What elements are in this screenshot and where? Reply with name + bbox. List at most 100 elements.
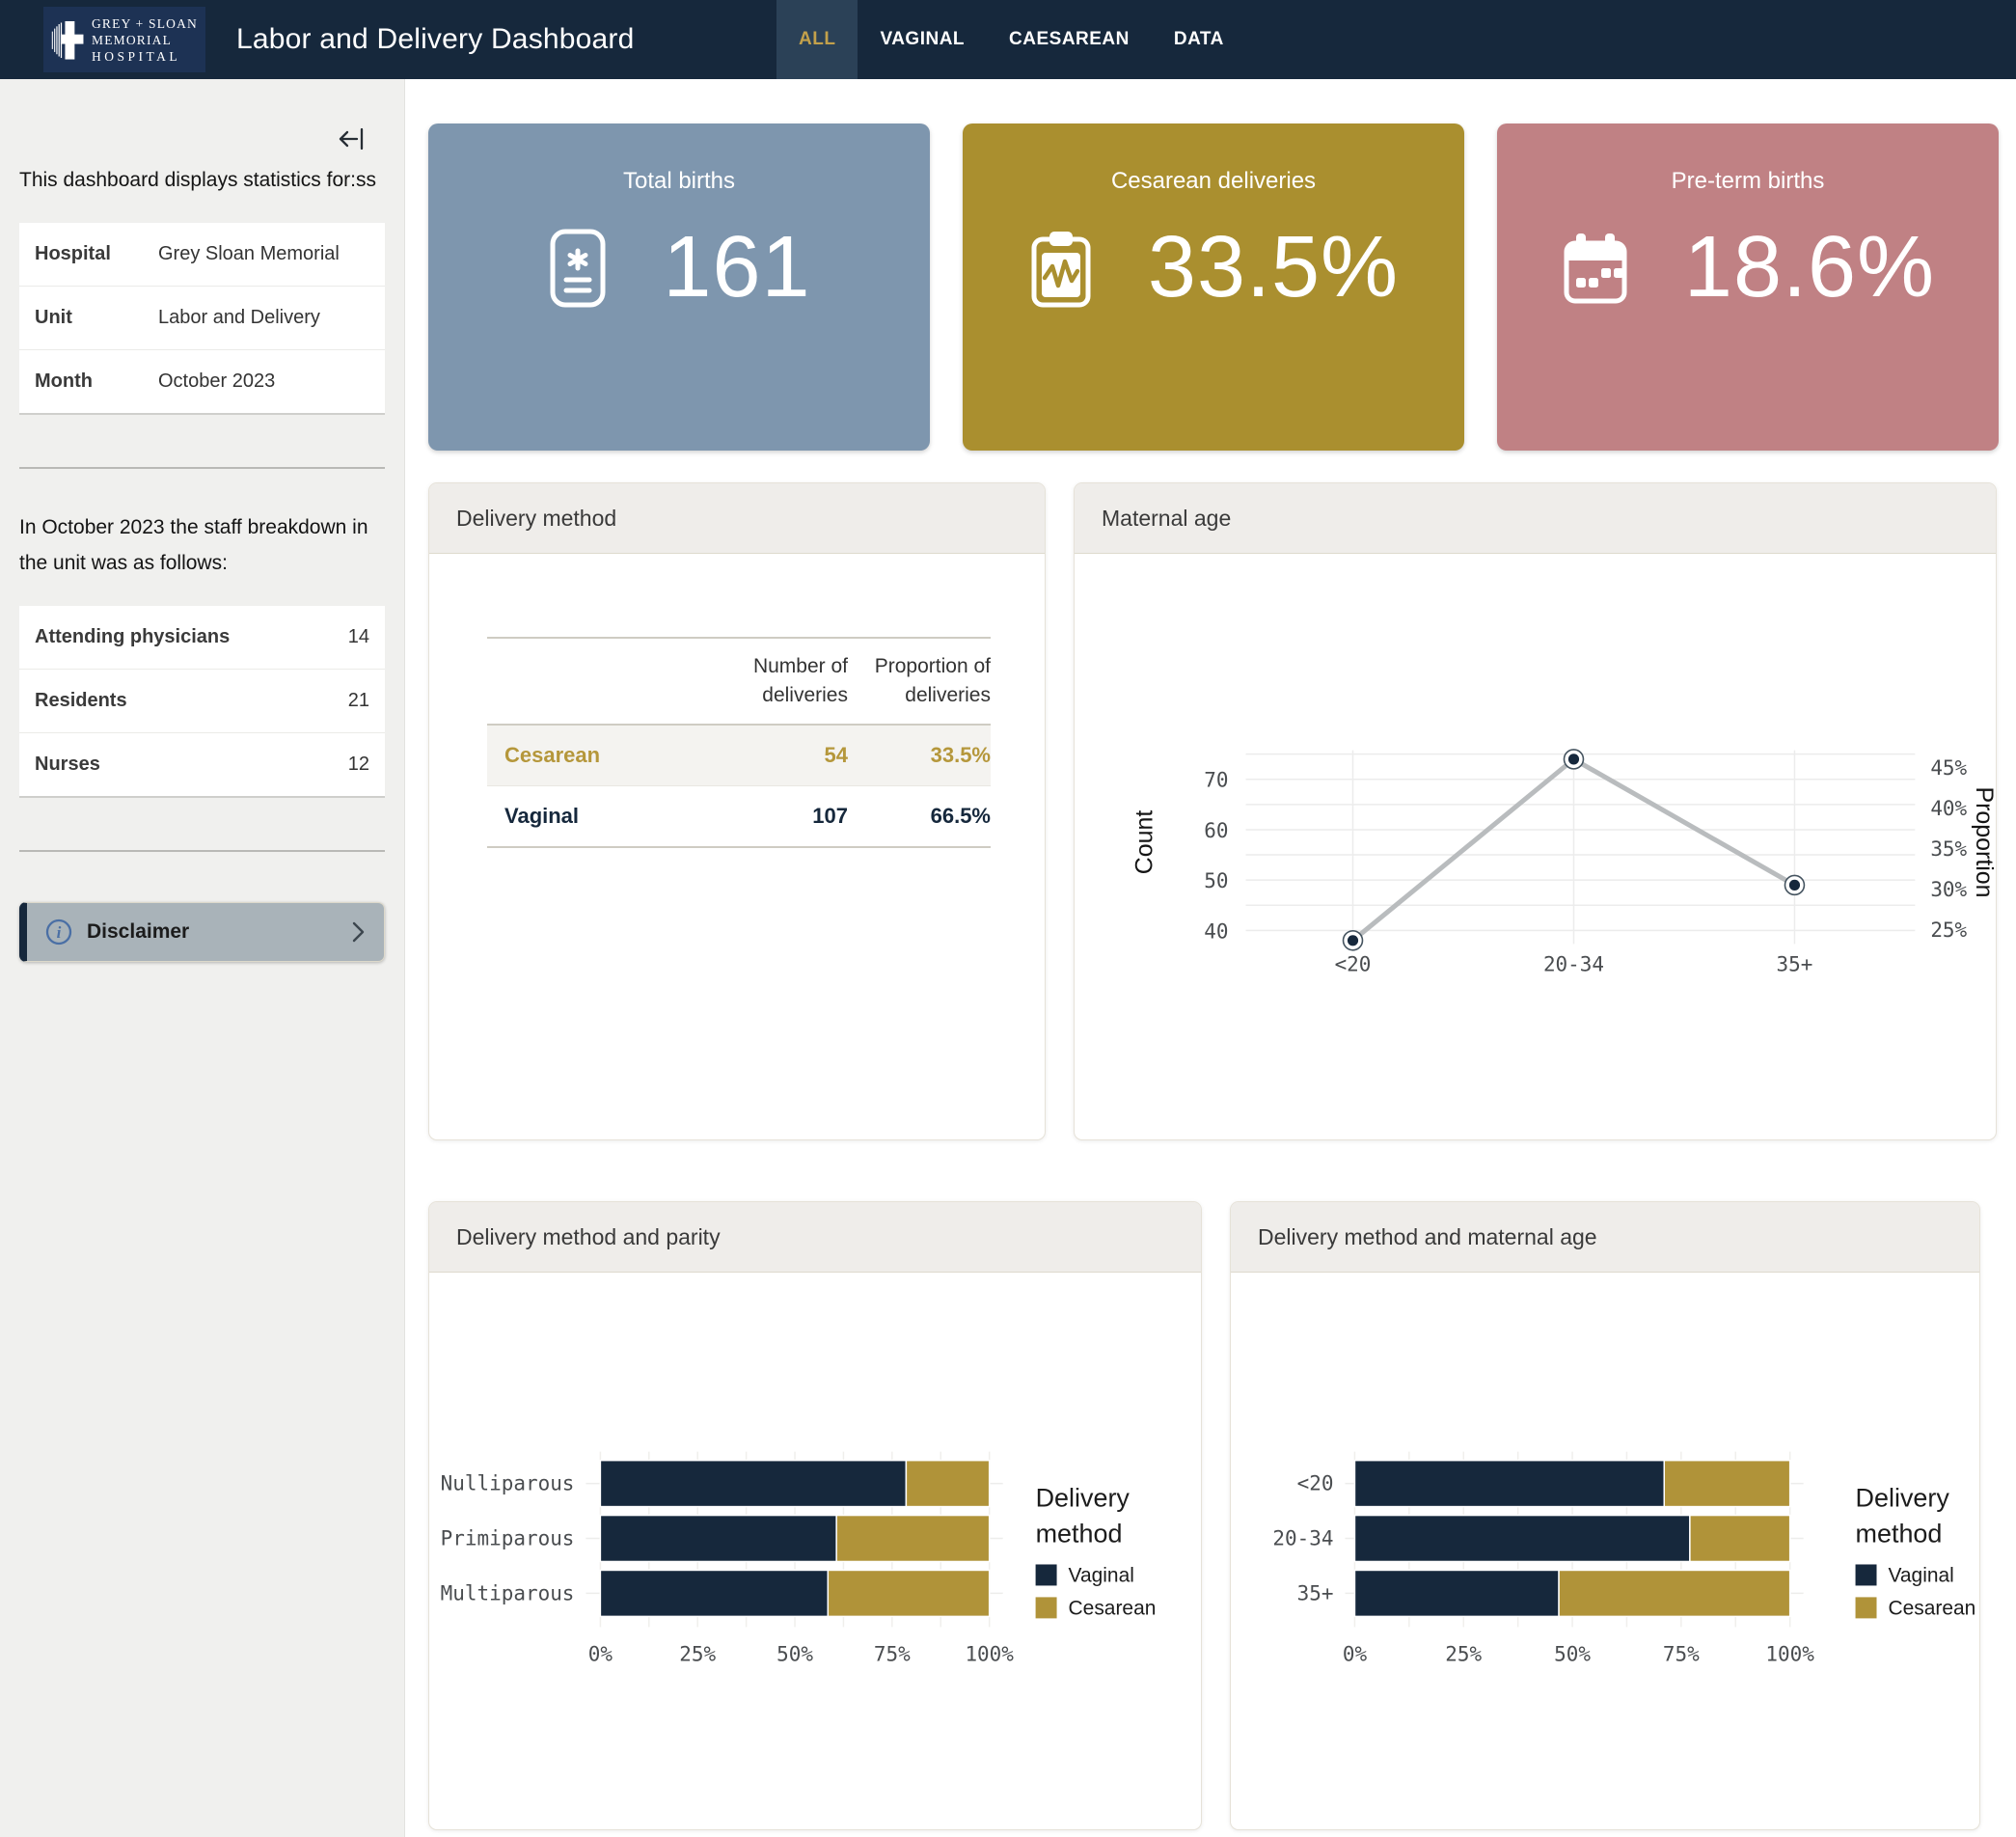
app-header: GREY + SLOAN MEMORIAL HOSPITAL Labor and… xyxy=(0,0,2016,79)
svg-text:70: 70 xyxy=(1204,769,1228,792)
info-icon: i xyxy=(44,918,73,946)
svg-text:50%: 50% xyxy=(1554,1642,1591,1665)
dashboard-app: GREY + SLOAN MEMORIAL HOSPITAL Labor and… xyxy=(0,0,2016,1837)
staff-table: Attending physicians 14 Residents 21 Nur… xyxy=(19,606,385,798)
svg-text:Vaginal: Vaginal xyxy=(1069,1564,1134,1586)
svg-text:0%: 0% xyxy=(588,1642,613,1665)
svg-text:0%: 0% xyxy=(1343,1642,1368,1665)
table-row-cesarean: Cesarean 54 33.5% xyxy=(487,726,991,785)
svg-text:60: 60 xyxy=(1204,819,1228,842)
svg-text:25%: 25% xyxy=(679,1642,716,1665)
svg-text:50: 50 xyxy=(1204,869,1228,892)
kpi-title: Pre-term births xyxy=(1497,168,1999,195)
sidebar-intro-text: This dashboard displays statistics for:s… xyxy=(19,162,385,198)
col-proportion-of-deliveries: Proportion of deliveries xyxy=(848,652,991,710)
row-label: Vaginal xyxy=(487,804,682,829)
panel-title: Delivery method and maternal age xyxy=(1231,1202,1979,1273)
tab-caesarean[interactable]: CAESAREAN xyxy=(987,0,1152,79)
sidebar-divider xyxy=(19,850,385,852)
delivery-method-table: Number of deliveries Proportion of deliv… xyxy=(487,637,991,848)
delivery-method-parity-panel: Delivery method and parity Nulliparous Pr… xyxy=(428,1201,1202,1830)
svg-text:25%: 25% xyxy=(1930,918,1967,942)
hospital-info-table: Hospital Grey Sloan Memorial Unit Labor … xyxy=(19,223,385,415)
disclaimer-button[interactable]: i Disclaimer xyxy=(19,902,385,962)
table-row: Hospital Grey Sloan Memorial xyxy=(19,223,385,286)
disclaimer-label: Disclaimer xyxy=(87,920,336,944)
staff-label: Residents xyxy=(35,690,127,712)
tab-all[interactable]: ALL xyxy=(776,0,858,79)
svg-text:Nulliparous: Nulliparous xyxy=(441,1472,575,1495)
svg-text:45%: 45% xyxy=(1930,756,1967,780)
svg-text:Delivery: Delivery xyxy=(1036,1484,1131,1513)
table-row: Nurses 12 xyxy=(19,732,385,796)
kpi-value: 33.5% xyxy=(1148,218,1399,317)
table-header-row: Number of deliveries Proportion of deliv… xyxy=(487,637,991,726)
main-nav: ALL VAGINAL CAESAREAN DATA xyxy=(776,0,1246,79)
panel-title: Delivery method and parity xyxy=(429,1202,1201,1273)
svg-text:75%: 75% xyxy=(1663,1642,1700,1665)
svg-text:i: i xyxy=(57,923,62,942)
col-number-of-deliveries: Number of deliveries xyxy=(682,652,848,710)
kpi-value: 161 xyxy=(663,218,810,317)
sidebar: This dashboard displays statistics for:s… xyxy=(0,79,405,1837)
logo-line3: HOSPITAL xyxy=(92,48,198,65)
calendar-icon xyxy=(1561,228,1630,309)
svg-text:<20: <20 xyxy=(1297,1472,1334,1495)
svg-text:Primiparous: Primiparous xyxy=(441,1527,575,1550)
info-label: Hospital xyxy=(35,243,158,265)
birth-record-icon xyxy=(547,228,609,309)
row-prop: 33.5% xyxy=(848,743,991,768)
svg-text:<20: <20 xyxy=(1335,952,1372,975)
delivery-method-panel: Delivery method Number of deliveries Pro… xyxy=(428,482,1046,1140)
row-prop: 66.5% xyxy=(848,804,991,829)
staff-intro-text: In October 2023 the staff breakdown in t… xyxy=(19,509,385,581)
panel-title: Maternal age xyxy=(1075,483,1996,554)
tab-data[interactable]: DATA xyxy=(1152,0,1246,79)
svg-text:100%: 100% xyxy=(1765,1642,1814,1665)
kpi-row: Total births 161 Cesarean deliveries xyxy=(428,123,1999,451)
chevron-right-icon xyxy=(349,919,367,945)
logo-line2: MEMORIAL xyxy=(92,32,198,48)
maternal-age-panel: Maternal age 4050607025%30%35%40%45%<202… xyxy=(1074,482,1997,1140)
tab-vaginal[interactable]: VAGINAL xyxy=(858,0,987,79)
info-label: Month xyxy=(35,370,158,393)
svg-text:20-34: 20-34 xyxy=(1272,1527,1333,1550)
svg-text:50%: 50% xyxy=(776,1642,813,1665)
staff-label: Nurses xyxy=(35,754,100,776)
sidebar-divider xyxy=(19,467,385,469)
svg-text:Count: Count xyxy=(1131,810,1158,875)
kpi-preterm-births: Pre-term births 18.6% xyxy=(1497,123,1999,451)
logo-text: GREY + SLOAN MEMORIAL HOSPITAL xyxy=(92,15,198,65)
logo-cross-icon xyxy=(51,14,85,66)
age-stacked-bar-chart: <2020-3435+0%25%50%75%100%Deliverymethod… xyxy=(1231,1273,1979,1829)
maternal-age-line-chart: 4050607025%30%35%40%45%<2020-3435+CountP… xyxy=(1075,554,1996,1139)
info-value: Grey Sloan Memorial xyxy=(158,243,340,265)
info-value: Labor and Delivery xyxy=(158,307,320,329)
svg-text:Delivery: Delivery xyxy=(1856,1484,1950,1513)
delivery-method-age-panel: Delivery method and maternal age <20 20-3… xyxy=(1230,1201,1980,1830)
svg-text:method: method xyxy=(1856,1520,1943,1549)
svg-text:Vaginal: Vaginal xyxy=(1888,1564,1953,1586)
row-label: Cesarean xyxy=(487,743,682,768)
row-count: 54 xyxy=(682,743,848,768)
staff-value: 14 xyxy=(348,626,369,648)
svg-text:Multiparous: Multiparous xyxy=(441,1581,575,1604)
svg-text:100%: 100% xyxy=(965,1642,1014,1665)
svg-text:75%: 75% xyxy=(874,1642,911,1665)
hospital-logo: GREY + SLOAN MEMORIAL HOSPITAL xyxy=(43,7,205,72)
table-row: Residents 21 xyxy=(19,669,385,732)
kpi-value: 18.6% xyxy=(1684,218,1935,317)
svg-text:Cesarean: Cesarean xyxy=(1069,1597,1157,1619)
svg-text:Cesarean: Cesarean xyxy=(1888,1597,1975,1619)
clipboard-pulse-icon xyxy=(1028,228,1094,309)
collapse-sidebar-icon[interactable] xyxy=(337,123,368,159)
svg-text:40: 40 xyxy=(1204,919,1228,943)
svg-text:35+: 35+ xyxy=(1297,1581,1334,1604)
info-label: Unit xyxy=(35,307,158,329)
svg-text:40%: 40% xyxy=(1930,797,1967,820)
staff-label: Attending physicians xyxy=(35,626,230,648)
kpi-title: Total births xyxy=(428,168,930,195)
svg-text:20-34: 20-34 xyxy=(1543,952,1604,975)
table-row: Attending physicians 14 xyxy=(19,606,385,669)
svg-text:35+: 35+ xyxy=(1777,952,1813,975)
